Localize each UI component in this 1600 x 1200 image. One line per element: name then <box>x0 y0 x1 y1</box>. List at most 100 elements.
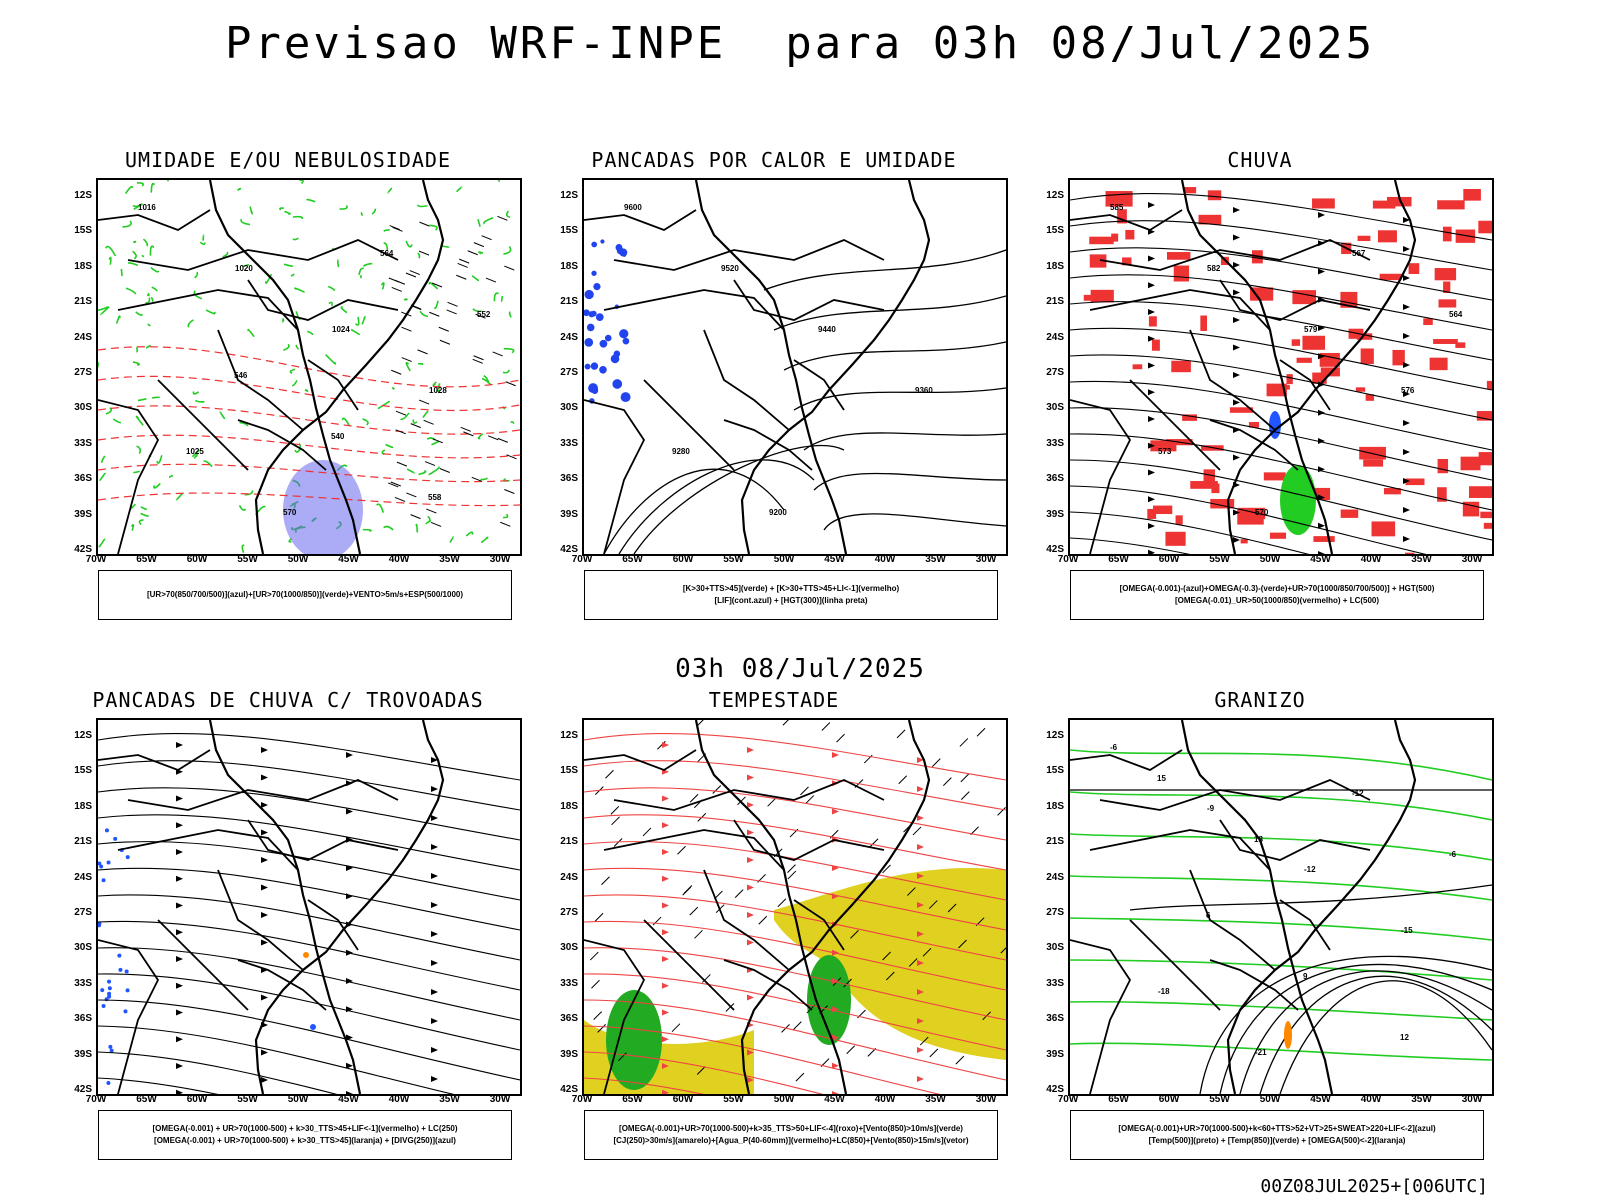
lat-tick-label: 21S <box>74 296 92 308</box>
map-panel: PANCADAS DE CHUVA C/ TROVOADAS 12S 15S 18S 2… <box>48 688 528 1168</box>
lat-tick-label: 12S <box>560 730 578 741</box>
contour-label: 6 <box>1206 911 1211 920</box>
lat-tick-label: 27S <box>74 367 92 378</box>
contour-label: 567 <box>1352 249 1366 258</box>
lon-tick-label: 60W <box>1158 554 1180 565</box>
legend-box: [UR>70(850/700/500)](azul)+[UR>70(1000/8… <box>98 570 512 620</box>
run-stamp: 00Z08JUL2025+[006UTC] <box>1260 1176 1488 1197</box>
lon-tick-label: 30W <box>975 554 997 565</box>
lon-tick-label: 60W <box>672 1094 694 1105</box>
map-plot: 585 582 579 576 573 570 567 564 <box>1068 178 1494 556</box>
lon-tick-label: 50W <box>773 1094 795 1105</box>
lat-tick-label: 36S <box>560 1013 578 1025</box>
lat-tick-label: 27S <box>1046 367 1064 378</box>
lon-tick-label: 65W <box>622 554 643 565</box>
lon-tick-label: 65W <box>1108 554 1129 565</box>
contour-label: 12 <box>1400 1033 1409 1042</box>
lon-tick-label: 45W <box>824 1094 845 1105</box>
panel-title: TEMPESTADE <box>708 688 840 712</box>
lon-tick-label: 65W <box>1108 1094 1129 1105</box>
legend-box: [OMEGA(-0.001)-(azul)+OMEGA(-0.3)-(verde… <box>1070 570 1484 620</box>
contour-label: 9520 <box>721 264 739 273</box>
contour-label: 573 <box>1158 447 1172 456</box>
lon-tick-label: 40W <box>388 1094 410 1105</box>
lat-tick-label: 42S <box>1046 544 1064 555</box>
lat-tick-label: 18S <box>1046 260 1064 272</box>
contour-label: -15 <box>1401 926 1413 935</box>
lat-tick-label: 42S <box>560 544 578 555</box>
map-svg: 9600 9520 9440 9360 9280 9200 <box>584 180 1006 554</box>
legend-line: [LIF](cont.azul) + [HGT(300)](linha pret… <box>714 596 868 605</box>
lat-tick-label: 24S <box>560 331 578 343</box>
lon-tick-label: 30W <box>489 1094 511 1105</box>
lat-tick-label: 15S <box>560 225 578 237</box>
map-panel: TEMPESTADE 12S 15S 18S 21S 24S 27S 30S 33S 36S 39S… <box>534 688 1014 1168</box>
lon-tick-label: 70W <box>1057 554 1079 565</box>
lon-tick-label: 50W <box>1259 1094 1281 1105</box>
lat-tick-label: 18S <box>74 260 92 272</box>
contour-label: 18 <box>1254 835 1263 844</box>
lat-tick-label: 27S <box>1046 907 1064 918</box>
lon-tick-label: 45W <box>1310 1094 1331 1105</box>
lon-tick-label: 30W <box>489 554 511 565</box>
lon-tick-label: 45W <box>1310 554 1331 565</box>
lat-tick-label: 27S <box>74 907 92 918</box>
lat-tick-label: 21S <box>74 836 92 848</box>
lat-tick-label: 18S <box>74 800 92 812</box>
contour-label: 558 <box>428 493 442 502</box>
legend-line: [OMEGA(-0.01)_UR>50(1000/850)(vermelho) … <box>1174 596 1380 605</box>
lat-tick-label: 24S <box>74 871 92 883</box>
contour-label: 1020 <box>235 264 253 273</box>
lon-tick-label: 35W <box>439 554 460 565</box>
lon-tick-label: 30W <box>975 1094 997 1105</box>
lat-tick-label: 15S <box>74 765 92 777</box>
map-panel: PANCADAS POR CALOR E UMIDADE 9600 9520 9440… <box>534 148 1014 628</box>
lon-tick-label: 35W <box>1411 554 1432 565</box>
main-title: Previsao WRF-INPE para 03h 08/Jul/2025 <box>224 18 1376 69</box>
lat-tick-label: 42S <box>74 544 92 555</box>
contour-label: 9360 <box>915 386 933 395</box>
contour-label: 552 <box>477 310 491 319</box>
panel-title: PANCADAS POR CALOR E UMIDADE <box>591 148 957 172</box>
lat-tick-label: 33S <box>1046 977 1064 989</box>
lat-tick-label: 36S <box>560 473 578 485</box>
lat-tick-label: 30S <box>560 942 578 954</box>
panel-title: CHUVA <box>1227 148 1293 172</box>
contour-label: 1028 <box>429 386 447 395</box>
contour-label: 576 <box>1401 386 1415 395</box>
map-svg <box>98 720 520 1094</box>
map-svg <box>584 720 1006 1094</box>
legend-box: [OMEGA(-0.001) + UR>70(1000-500) + k>30_… <box>98 1110 512 1160</box>
map-plot <box>582 718 1008 1096</box>
contour-label: 570 <box>1255 508 1269 517</box>
legend-line: [K>30+TTS>45](verde) + [K>30+TTS>45+LI<-… <box>682 584 900 593</box>
lat-tick-label: 30S <box>74 402 92 414</box>
lon-tick-label: 65W <box>622 1094 643 1105</box>
contour-label: 585 <box>1110 203 1124 212</box>
lon-tick-label: 55W <box>723 1094 744 1105</box>
legend-line: [UR>70(850/700/500)](azul)+[UR>70(1000/8… <box>146 590 464 599</box>
contour-label: -9 <box>1207 804 1215 813</box>
lat-tick-label: 36S <box>1046 473 1064 485</box>
lon-tick-label: 70W <box>571 554 593 565</box>
map-panel: CHUVA 585 582 579 576 573 570 567 564 12S 15S 18S 21… <box>1020 148 1500 628</box>
lon-tick-label: 55W <box>237 554 258 565</box>
lon-tick-label: 45W <box>338 1094 359 1105</box>
lat-tick-label: 33S <box>1046 437 1064 449</box>
lon-tick-label: 70W <box>1057 1094 1079 1105</box>
contour-label: -12 <box>1304 865 1316 874</box>
legend-line: [OMEGA(-0.001) + UR>70(1000-500) + k>30_… <box>154 1136 456 1145</box>
contour-label: -18 <box>1158 987 1170 996</box>
contour-label: 9440 <box>818 325 836 334</box>
map-plot: -6 -9 -12 -15 -18 -21 -12 -6 6 9 12 15 18 <box>1068 718 1494 1096</box>
lon-tick-label: 30W <box>1461 554 1483 565</box>
lat-tick-label: 24S <box>74 331 92 343</box>
map-svg: 585 582 579 576 573 570 567 564 <box>1070 180 1492 554</box>
lat-tick-label: 33S <box>560 437 578 449</box>
contour-label: -21 <box>1255 1048 1267 1057</box>
legend-box: [OMEGA(-0.001)+UR>70(1000-500)+k<60+TTS>… <box>1070 1110 1484 1160</box>
lat-tick-label: 15S <box>560 765 578 777</box>
legend-line: [OMEGA(-0.001)-(azul)+OMEGA(-0.3)-(verde… <box>1119 584 1435 593</box>
lon-tick-label: 50W <box>287 1094 309 1105</box>
lon-tick-label: 55W <box>1209 1094 1230 1105</box>
